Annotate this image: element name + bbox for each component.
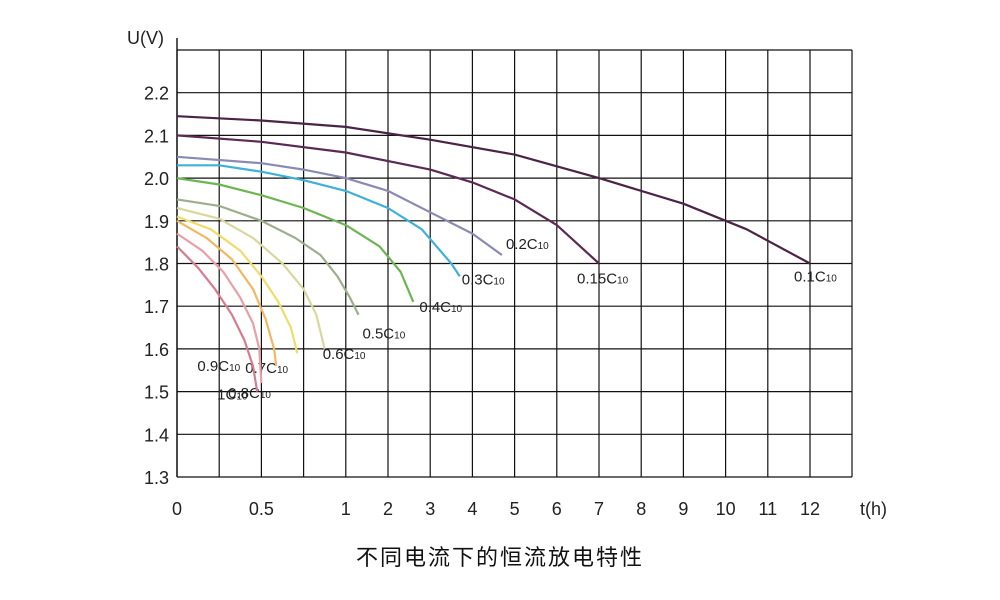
x-axis-title: t(h): [860, 499, 887, 519]
series-line: [176, 232, 263, 384]
y-axis-title: U(V): [127, 28, 164, 48]
y-tick-label: 1.5: [144, 383, 169, 403]
series-label: 0.9C10: [197, 358, 240, 375]
y-tick-label: 1.6: [144, 340, 169, 360]
series-label: 0.3C10: [462, 271, 505, 288]
x-tick-label: 9: [678, 499, 688, 519]
y-tick-label: 1.9: [144, 212, 169, 232]
x-tick-label: 2: [383, 499, 393, 519]
y-tick-label: 1.8: [144, 255, 169, 275]
series-label: 0.6C10: [323, 346, 366, 363]
x-tick-label: 11: [758, 499, 777, 519]
series-line: [176, 134, 600, 265]
x-tick-label: 1: [341, 499, 351, 519]
x-tick-label: 7: [594, 499, 604, 519]
x-tick-label: 0.5: [249, 499, 274, 519]
y-tick-label: 2.2: [144, 84, 169, 104]
series-label: 0.2C10: [506, 236, 549, 253]
series-line: [177, 164, 461, 277]
grid: [176, 38, 853, 478]
x-tick-label: 6: [552, 499, 562, 519]
series-line: [176, 215, 299, 354]
series-line: [176, 177, 415, 303]
x-tick-label: 0: [172, 499, 182, 519]
y-tick-label: 1.7: [144, 297, 169, 317]
x-tick-label: 3: [425, 499, 435, 519]
x-tick-label: 12: [800, 499, 820, 519]
series-line: [176, 206, 326, 350]
y-tick-label: 2.1: [144, 126, 169, 146]
series-line: [176, 198, 360, 316]
y-tick-label: 1.3: [144, 468, 169, 488]
series-line: [176, 219, 278, 367]
series-label: 0.15C10: [577, 271, 629, 288]
x-tick-label: 8: [636, 499, 646, 519]
series-label: 0.4C10: [419, 299, 462, 316]
series-line: [176, 115, 811, 265]
series-label: 1C10: [217, 387, 248, 404]
series-line: [176, 245, 259, 392]
y-tick-label: 2.0: [144, 169, 169, 189]
chart-caption: 不同电流下的恒流放电特性: [355, 546, 644, 571]
series-label: 0.8C10: [228, 385, 271, 402]
series-label: 0.5C10: [362, 326, 405, 343]
x-tick-label: 10: [716, 499, 736, 519]
y-tick-label: 1.4: [144, 425, 169, 445]
series-line: [176, 155, 503, 256]
x-tick-label: 4: [467, 499, 477, 519]
x-tick-label: 5: [510, 499, 520, 519]
series-label: 0.1C10: [794, 269, 837, 286]
